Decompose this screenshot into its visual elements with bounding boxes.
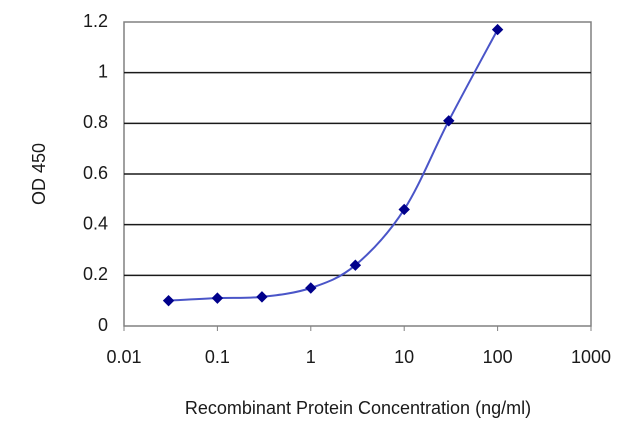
- x-tick-label: 100: [483, 347, 513, 367]
- series-layer: [162, 23, 504, 307]
- x-tick-label: 1: [306, 347, 316, 367]
- y-tick-label: 0: [98, 315, 108, 335]
- data-point: [305, 282, 317, 294]
- y-tick-labels: 0 0.2 0.4 0.6 0.8 1 1.2: [83, 11, 108, 335]
- x-tick-label: 10: [394, 347, 414, 367]
- y-tick-label: 0.4: [83, 213, 108, 233]
- data-point: [256, 291, 268, 303]
- y-tick-label: 1.2: [83, 11, 108, 31]
- x-tick-label: 0.01: [106, 347, 141, 367]
- y-axis-title: OD 450: [29, 143, 49, 205]
- data-point: [398, 203, 410, 216]
- data-point: [349, 259, 362, 271]
- y-tick-label: 0.8: [83, 112, 108, 132]
- data-point: [443, 115, 455, 127]
- y-tick-label: 0.6: [83, 163, 108, 183]
- x-axis-title: Recombinant Protein Concentration (ng/ml…: [185, 398, 531, 418]
- y-tick-label: 1: [98, 61, 108, 81]
- data-point: [491, 23, 504, 36]
- x-tick-labels: 0.01 0.1 1 10 100 1000: [106, 326, 611, 367]
- x-tick-label: 0.1: [205, 347, 230, 367]
- data-point: [162, 294, 175, 307]
- data-point: [211, 292, 224, 304]
- y-tick-label: 0.2: [83, 264, 108, 284]
- x-tick-label: 1000: [571, 347, 611, 367]
- gridlines: [124, 71, 591, 277]
